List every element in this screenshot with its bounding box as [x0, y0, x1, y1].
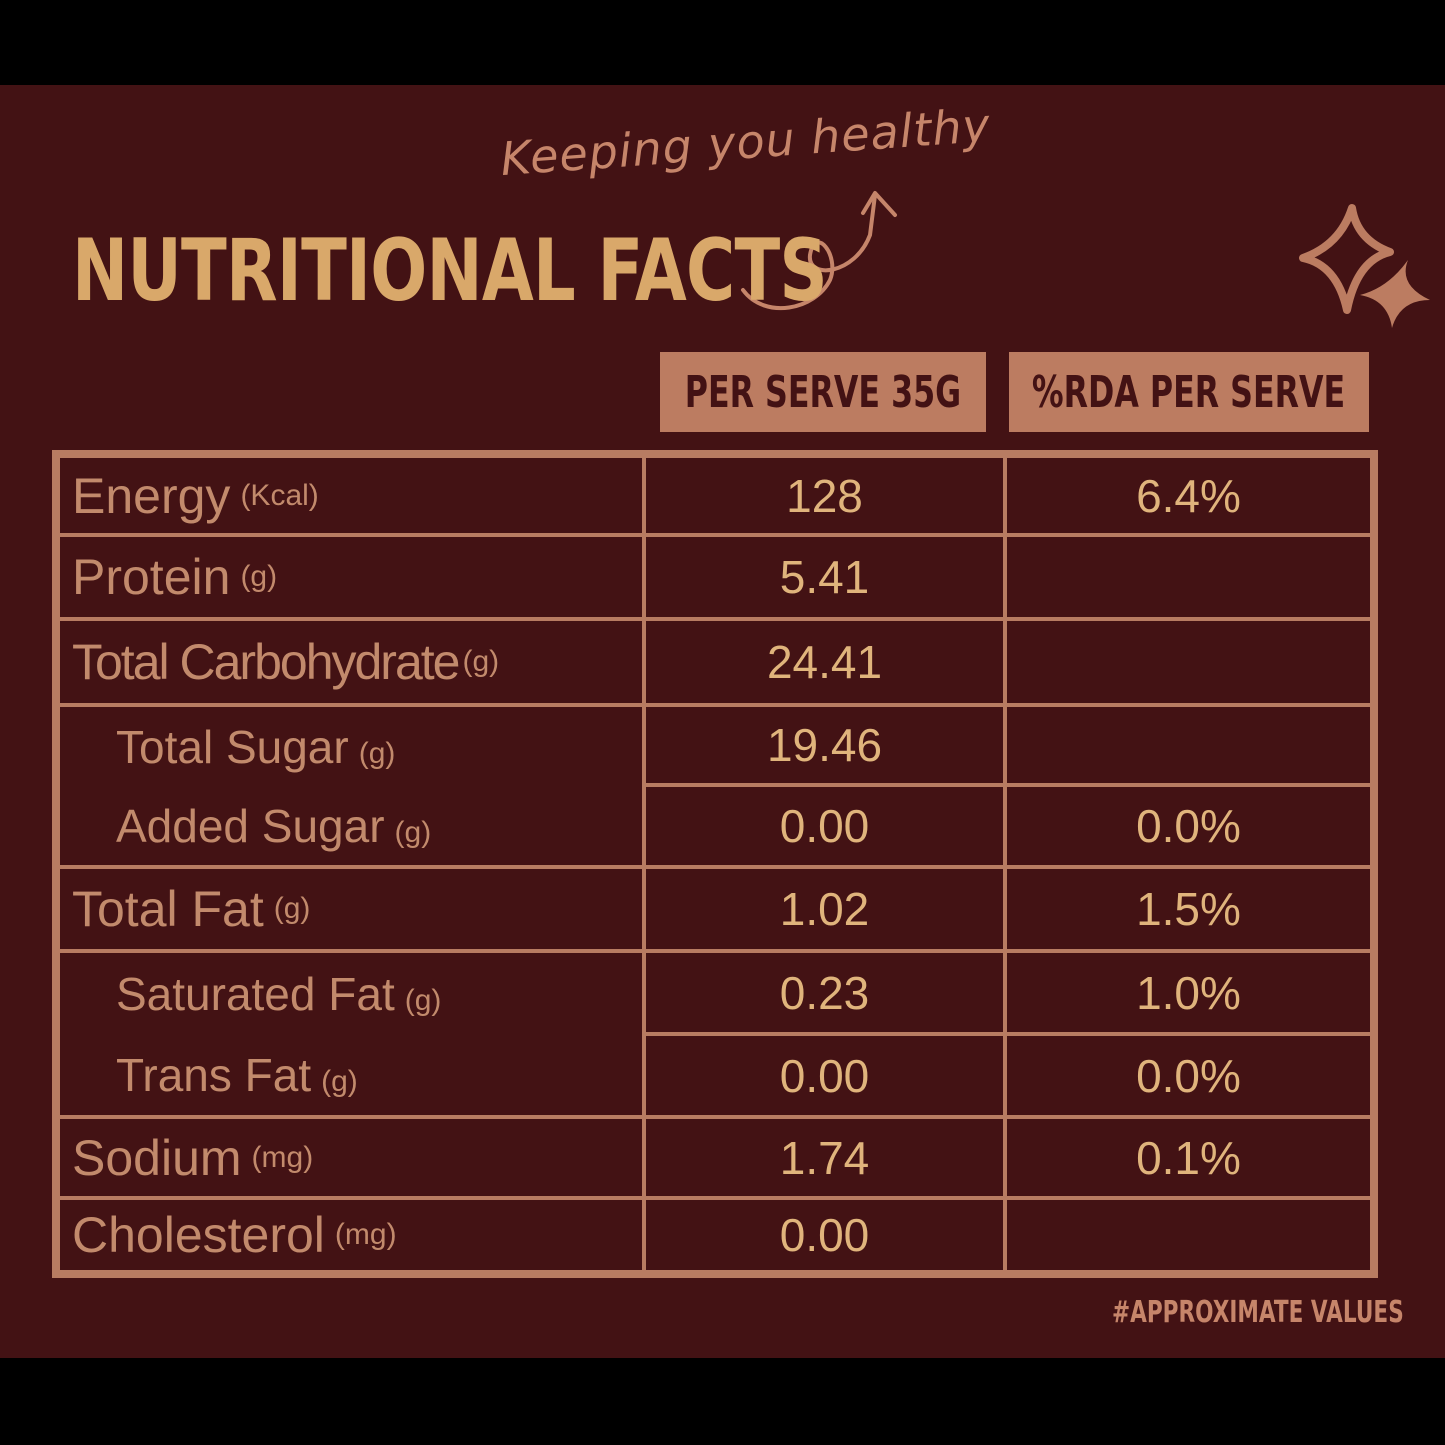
curly-arrow-icon [741, 191, 897, 311]
footnote: #APPROXIMATE VALUES [1112, 1295, 1404, 1330]
value-total-sugar-rda [1003, 703, 1374, 787]
row-label-total-sugar: Total Sugar (g) [116, 720, 396, 773]
row-label-added-sugar: Added Sugar (g) [116, 799, 432, 852]
sparkles-icon [1299, 204, 1430, 328]
column-header-per-serve: PER SERVE 35G [660, 352, 986, 432]
nutrition-panel [0, 85, 1445, 1358]
row-label-trans-fat: Trans Fat (g) [116, 1048, 358, 1101]
page-title: NUTRITIONAL FACTS [72, 221, 828, 321]
value-energy-rda: 6.4% [1003, 454, 1374, 537]
row-label-total-fat: Total Fat (g) [56, 865, 646, 953]
value-saturated-fat-rda: 1.0% [1003, 949, 1374, 1036]
row-group-fat: Saturated Fat (g) Trans Fat (g) [56, 949, 646, 1119]
row-label-total-carbohydrate: Total Carbohydrate (g) [56, 617, 646, 707]
column-header-rda: %RDA PER SERVE [1009, 352, 1369, 432]
value-total-fat-per-serve: 1.02 [642, 865, 1007, 953]
value-energy-per-serve: 128 [642, 454, 1007, 537]
value-saturated-fat-per-serve: 0.23 [642, 949, 1007, 1036]
value-sodium-per-serve: 1.74 [642, 1115, 1007, 1200]
value-trans-fat-per-serve: 0.00 [642, 1032, 1007, 1119]
value-cholesterol-rda [1003, 1196, 1374, 1274]
row-label-energy: Energy (Kcal) [56, 454, 646, 537]
value-carbohydrate-rda [1003, 617, 1374, 707]
value-total-fat-rda: 1.5% [1003, 865, 1374, 953]
value-sodium-rda: 0.1% [1003, 1115, 1374, 1200]
row-label-protein: Protein (g) [56, 533, 646, 621]
value-protein-rda [1003, 533, 1374, 621]
row-label-sodium: Sodium (mg) [56, 1115, 646, 1200]
row-group-sugar: Total Sugar (g) Added Sugar (g) [56, 703, 646, 869]
value-cholesterol-per-serve: 0.00 [642, 1196, 1007, 1274]
value-trans-fat-rda: 0.0% [1003, 1032, 1374, 1119]
value-added-sugar-rda: 0.0% [1003, 783, 1374, 869]
value-total-sugar-per-serve: 19.46 [642, 703, 1007, 787]
value-protein-per-serve: 5.41 [642, 533, 1007, 621]
row-label-saturated-fat: Saturated Fat (g) [116, 967, 442, 1020]
row-label-cholesterol: Cholesterol (mg) [56, 1196, 646, 1274]
nutrition-table [52, 450, 1378, 1278]
value-added-sugar-per-serve: 0.00 [642, 783, 1007, 869]
value-carbohydrate-per-serve: 24.41 [642, 617, 1007, 707]
